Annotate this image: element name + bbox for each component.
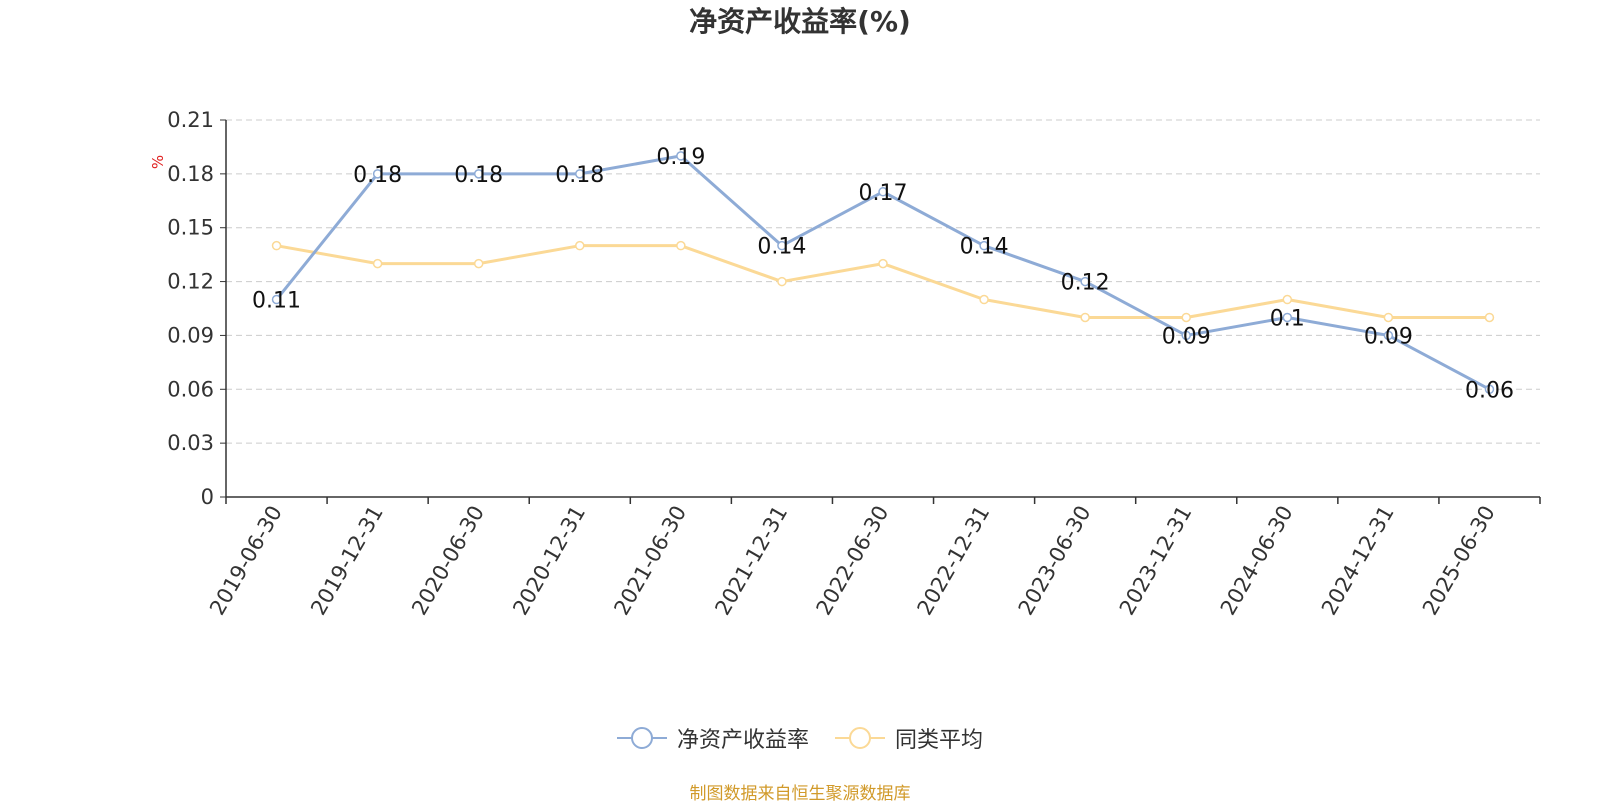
data-label: 0.19 bbox=[656, 145, 705, 170]
legend-item-roe[interactable]: 净资产收益率 bbox=[616, 722, 809, 754]
legend: 净资产收益率 同类平均 bbox=[0, 722, 1600, 754]
data-point-0 bbox=[575, 169, 585, 179]
x-tick-label: 2021-06-30 bbox=[609, 502, 691, 620]
data-point-0 bbox=[1484, 384, 1495, 395]
x-tick-label: 2019-12-31 bbox=[306, 502, 388, 620]
data-label: 0.18 bbox=[454, 163, 503, 188]
y-tick-label: 0.12 bbox=[167, 270, 214, 294]
data-label: 0.1 bbox=[1270, 306, 1305, 331]
x-tick-label: 2019-06-30 bbox=[205, 502, 287, 620]
data-point-0 bbox=[271, 294, 282, 305]
data-point-1 bbox=[372, 258, 383, 269]
data-point-0 bbox=[878, 187, 888, 197]
data-label: 0.11 bbox=[252, 289, 301, 314]
data-point-0 bbox=[1181, 330, 1191, 341]
data-point-1 bbox=[878, 258, 888, 269]
y-tick-label: 0.15 bbox=[167, 216, 214, 240]
legend-label-peer-average: 同类平均 bbox=[895, 728, 984, 753]
data-point-1 bbox=[1181, 312, 1191, 323]
legend-label-roe: 净资产收益率 bbox=[676, 728, 809, 753]
data-point-1 bbox=[1383, 312, 1394, 323]
data-point-1 bbox=[1282, 294, 1293, 305]
data-labels: 0.11 0.18 0.18 0.18 0.19 0.14 0.17 0.14 0.12 0.09… bbox=[252, 145, 1514, 403]
data-label: 0.18 bbox=[353, 163, 402, 188]
x-tick-label: 2020-06-30 bbox=[407, 502, 489, 620]
data-point-1 bbox=[1484, 312, 1495, 323]
y-tick-label: 0.21 bbox=[167, 108, 214, 132]
legend-roe-line-circle-icon bbox=[616, 727, 667, 749]
data-point-0 bbox=[473, 169, 484, 179]
data-label: 0.09 bbox=[1162, 324, 1211, 349]
y-tick-label: 0.06 bbox=[167, 377, 214, 401]
data-point-1 bbox=[1080, 312, 1090, 323]
data-label: 0.14 bbox=[757, 235, 806, 260]
data-point-0 bbox=[979, 240, 989, 251]
y-tick-label: 0 bbox=[201, 485, 214, 509]
data-point-1 bbox=[676, 240, 686, 251]
data-label: 0.06 bbox=[1465, 378, 1514, 403]
data-point-1 bbox=[473, 258, 484, 269]
x-tick-label: 2022-12-31 bbox=[913, 502, 995, 620]
data-point-1 bbox=[575, 240, 585, 251]
x-tick-label: 2022-06-30 bbox=[812, 502, 894, 620]
data-point-1 bbox=[777, 276, 787, 287]
x-tick-label: 2024-06-30 bbox=[1216, 502, 1298, 620]
data-label: 0.09 bbox=[1364, 324, 1413, 349]
data-point-0 bbox=[1383, 330, 1394, 341]
x-tick-label: 2023-12-31 bbox=[1115, 502, 1197, 620]
legend-peer-line-circle-icon bbox=[835, 727, 885, 749]
series-layer bbox=[271, 151, 1495, 395]
data-point-0 bbox=[1282, 312, 1293, 323]
y-tick-label: 0.09 bbox=[167, 323, 214, 347]
data-label: 0.18 bbox=[555, 163, 604, 188]
data-point-0 bbox=[676, 151, 686, 161]
x-tick-label: 2024-12-31 bbox=[1317, 502, 1399, 620]
data-label: 0.14 bbox=[960, 235, 1009, 260]
legend-item-peer-average[interactable]: 同类平均 bbox=[835, 722, 983, 754]
source-note: 制图数据来自恒生聚源数据库 bbox=[689, 784, 911, 804]
y-axis-unit-label: % bbox=[149, 155, 167, 169]
x-tick-label: 2021-12-31 bbox=[710, 502, 792, 620]
y-tick-label: 0.03 bbox=[167, 431, 214, 455]
x-tick-label: 2025-06-30 bbox=[1418, 502, 1500, 620]
data-point-1 bbox=[271, 240, 282, 251]
x-tick-label: 2023-06-30 bbox=[1014, 502, 1096, 620]
data-point-0 bbox=[1080, 276, 1090, 287]
grid-lines bbox=[226, 119, 1540, 444]
data-label: 0.17 bbox=[859, 181, 908, 206]
y-tick-label: 0.18 bbox=[167, 162, 214, 186]
data-point-1 bbox=[979, 294, 989, 305]
x-tick-label: 2020-12-31 bbox=[508, 502, 590, 620]
data-label: 0.12 bbox=[1061, 271, 1110, 296]
data-point-0 bbox=[777, 240, 787, 251]
chart-title: 净资产收益率(%) bbox=[689, 5, 911, 38]
data-point-0 bbox=[372, 169, 383, 179]
